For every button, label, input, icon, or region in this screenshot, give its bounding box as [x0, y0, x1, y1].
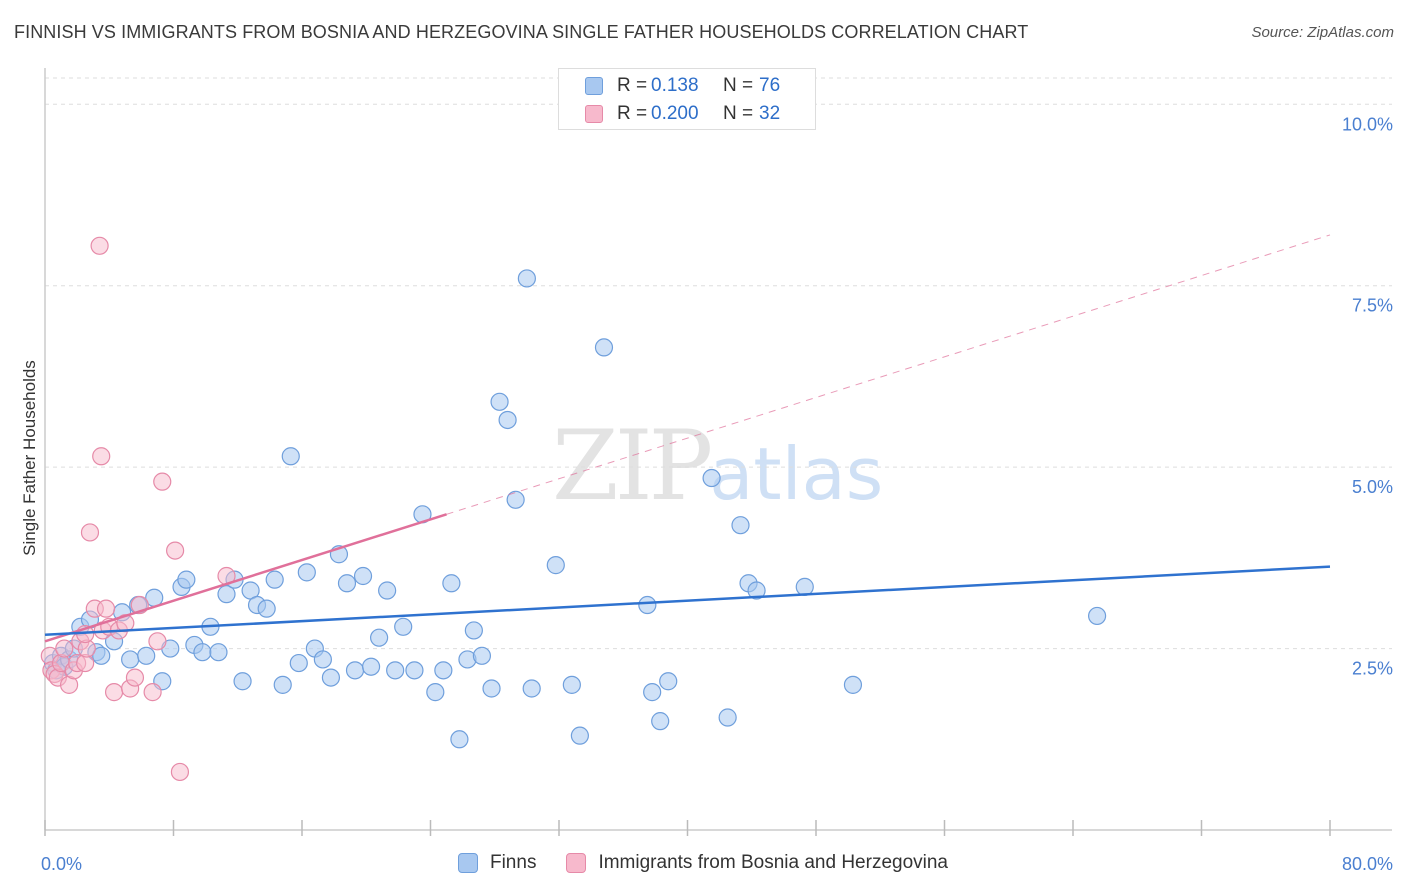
finns-point [394, 617, 413, 636]
correlation-legend: R = 0.138 N = 76 R = 0.200 N = 32 [558, 68, 816, 130]
finns-point [209, 643, 228, 662]
finns-point [643, 683, 662, 702]
finns-point [405, 661, 424, 680]
bosnia-r-value: 0.200 [651, 103, 699, 124]
finns-point [638, 595, 657, 615]
finns-point [289, 653, 308, 673]
finns-point [370, 628, 389, 647]
finns-trend-line [44, 565, 1331, 637]
finns-point [92, 646, 111, 665]
bosnia-point [148, 632, 167, 651]
finns-point [731, 516, 750, 535]
finns-point [1087, 606, 1107, 626]
finns-point [450, 730, 469, 749]
finns-point [490, 392, 509, 411]
finns-point [297, 563, 316, 582]
finns-point [193, 643, 212, 662]
bosnia-r-label: R = [617, 103, 648, 124]
finns-n-label: N = [723, 75, 754, 96]
bosnia-swatch [585, 105, 603, 123]
finns-point [843, 675, 863, 694]
finns-point [702, 468, 721, 488]
bosnia-legend-label: Immigrants from Bosnia and Herzegovina [598, 852, 948, 873]
legend-row-finns: R = 0.138 N = 76 [585, 73, 780, 99]
finns-point [337, 574, 357, 593]
finns-point [498, 410, 517, 430]
finns-point [281, 447, 300, 466]
finns-point [217, 585, 236, 604]
finns-point [570, 726, 589, 745]
finns-point [353, 566, 373, 586]
finns-point [265, 570, 284, 589]
finns-point [594, 338, 614, 357]
legend-row-bosnia: R = 0.200 N = 32 [585, 101, 780, 127]
bosnia-point [96, 599, 116, 618]
legend-item-bosnia[interactable]: Immigrants from Bosnia and Herzegovina [566, 852, 948, 874]
x-tick-label: 0.0% [41, 854, 82, 874]
finns-point [386, 661, 405, 680]
finns-point [361, 657, 381, 676]
watermark-atlas: atlas [709, 432, 884, 516]
finns-point [464, 621, 483, 640]
finns-point [522, 679, 541, 698]
finns-point [651, 712, 670, 731]
bosnia-point [90, 236, 109, 255]
finns-point [546, 556, 565, 575]
y-tick-label: 5.0% [1352, 477, 1393, 497]
finns-point [718, 708, 737, 727]
source-label: Source: ZipAtlas.com [1251, 24, 1394, 41]
finns-point [121, 650, 140, 669]
finns-point [177, 570, 196, 589]
finns-n-value: 76 [759, 75, 781, 96]
finns-point [233, 672, 252, 691]
finns-point [506, 490, 525, 509]
bosnia-legend-swatch [566, 853, 587, 873]
finns-r-label: R = [617, 75, 648, 96]
finns-point [378, 581, 397, 600]
bosnia-point [170, 762, 190, 782]
finns-point [659, 672, 678, 691]
bosnia-point [143, 683, 162, 702]
bosnia-n-label: N = [723, 103, 754, 124]
finns-swatch [585, 77, 603, 95]
bosnia-point [153, 472, 172, 491]
bosnia-point [125, 668, 145, 687]
finns-point [321, 668, 341, 687]
finns-point [562, 675, 581, 694]
bosnia-point [80, 523, 100, 542]
finns-point [517, 269, 536, 288]
y-tick-label: 2.5% [1352, 659, 1393, 679]
bosnia-point [92, 447, 111, 466]
bosnia-trend-extension [446, 234, 1331, 515]
finns-point [482, 679, 501, 698]
watermark-zip: ZIP [552, 410, 713, 522]
finns-r-value: 0.138 [651, 75, 699, 96]
finns-point [313, 650, 332, 669]
bosnia-trend-line [44, 513, 447, 643]
chart-title: FINNISH VS IMMIGRANTS FROM BOSNIA AND HE… [14, 22, 1029, 42]
finns-point [273, 675, 292, 694]
watermark: ZIPatlas [552, 410, 883, 522]
bosnia-point [166, 541, 185, 560]
bosnia-point [55, 639, 74, 658]
finns-legend-swatch [457, 853, 478, 873]
x-tick-label: 80.0% [1342, 854, 1393, 874]
bosnia-point [104, 683, 124, 702]
finns-point [426, 683, 445, 702]
series-legend: Finns Immigrants from Bosnia and Herzego… [0, 852, 1406, 874]
finns-point [747, 581, 766, 600]
finns-point [137, 646, 156, 665]
finns-point [345, 661, 365, 680]
y-tick-label: 7.5% [1352, 296, 1393, 316]
bosnia-n-value: 32 [759, 103, 781, 124]
finns-point [434, 661, 453, 680]
finns-point [472, 646, 491, 665]
legend-item-finns[interactable]: Finns [457, 852, 537, 874]
y-tick-label: 10.0% [1342, 114, 1393, 134]
finns-point [795, 577, 814, 596]
finns-point [442, 574, 461, 593]
finns-legend-label: Finns [489, 852, 537, 873]
finns-point [257, 599, 276, 618]
